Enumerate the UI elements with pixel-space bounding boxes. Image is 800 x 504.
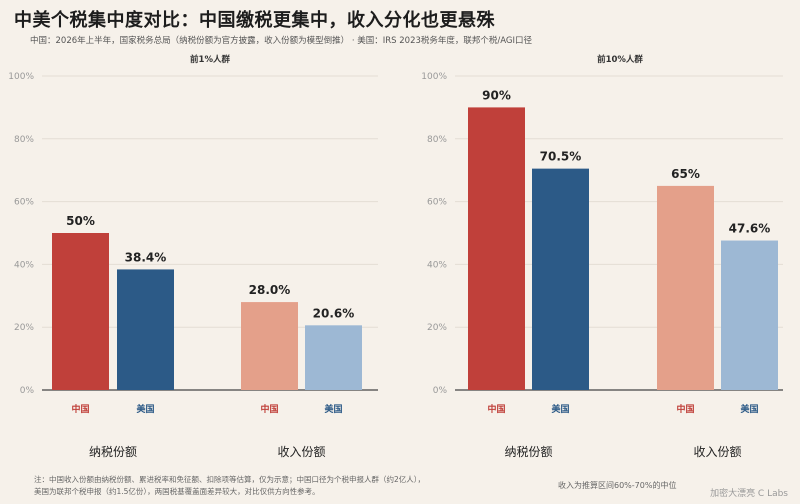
footnote-line-2: 美国为联邦个税申报（约1.5亿份），两国税基覆盖面差异较大，对比仅供方向性参考。 <box>34 487 320 496</box>
panel-1-data-label: 28.0% <box>249 283 291 297</box>
panel-2-bar-us-income-share <box>721 240 778 390</box>
panel-1-data-label: 20.6% <box>313 306 355 320</box>
panel-2-data-label: 65% <box>671 167 700 181</box>
panel-1-bar-china-income-share <box>241 302 298 390</box>
panel-2-category-label: 中国 <box>487 403 505 415</box>
panel-1-bar-us-tax-share <box>117 269 174 390</box>
panel-1-category-label: 美国 <box>324 403 342 415</box>
panel-1-category-label: 中国 <box>71 403 89 415</box>
panel-1-title: 前1%人群 <box>190 54 230 65</box>
footnote-line-1: 注：中国收入份额由纳税份额、累进税率和免征额、扣除项等估算，仅为示意；中国口径为… <box>34 475 426 484</box>
footnote: 注：中国收入份额由纳税份额、累进税率和免征额、扣除项等估算，仅为示意；中国口径为… <box>34 474 425 498</box>
panel-2-category-label: 中国 <box>676 403 694 415</box>
panel-1-group-label: 纳税份额 <box>89 445 137 459</box>
panel-1-data-label: 50% <box>66 214 95 228</box>
panel-1-bar-china-tax-share <box>52 233 109 390</box>
panel-2-category-label: 美国 <box>740 403 758 415</box>
panel-2-ytick-label: 20% <box>427 323 447 333</box>
panel-2-ytick-label: 60% <box>427 198 447 208</box>
panel-2-title: 前10%人群 <box>597 54 643 65</box>
chart-title: 中美个税集中度对比：中国缴税更集中，收入分化也更悬殊 <box>14 10 495 31</box>
panel-2-group-label: 收入份额 <box>693 445 741 459</box>
panel-1-ytick-label: 0% <box>20 386 35 396</box>
panel-2-bar-china-income-share <box>657 185 714 390</box>
panel-2-ytick-label: 100% <box>421 72 447 82</box>
panel-1-category-label: 中国 <box>260 403 278 415</box>
panel-1-data-label: 38.4% <box>125 250 167 264</box>
panel-2-category-label: 美国 <box>551 403 569 415</box>
panel-2-group-label: 纳税份额 <box>504 445 552 459</box>
panel-2-data-label: 70.5% <box>540 150 582 164</box>
panel-1-ytick-label: 40% <box>14 260 34 270</box>
panel-2-data-label: 47.6% <box>729 222 771 236</box>
panel-1-category-label: 美国 <box>136 403 154 415</box>
income-estimate-note: 收入为推算区间60%-70%的中位 <box>558 481 677 490</box>
panel-1-group-label: 收入份额 <box>277 445 325 459</box>
chart-subtitle: 中国：2026年上半年，国家税务总局（纳税份额为官方披露，收入份额为模型倒推） … <box>30 36 533 46</box>
panel-1-ytick-label: 20% <box>14 323 34 333</box>
panel-1-ytick-label: 100% <box>8 72 34 82</box>
panel-2-ytick-label: 40% <box>427 260 447 270</box>
panel-1-bar-us-income-share <box>305 325 362 390</box>
watermark: 加密大漂亮 C Labs <box>710 489 788 499</box>
panel-1-ytick-label: 80% <box>14 135 34 145</box>
panel-2-bar-china-tax-share <box>468 107 525 391</box>
panel-2-ytick-label: 0% <box>433 386 448 396</box>
panel-2-ytick-label: 80% <box>427 135 447 145</box>
panel-2-bar-us-tax-share <box>532 168 589 390</box>
panel-1-ytick-label: 60% <box>14 198 34 208</box>
panel-2-data-label: 90% <box>482 88 511 102</box>
